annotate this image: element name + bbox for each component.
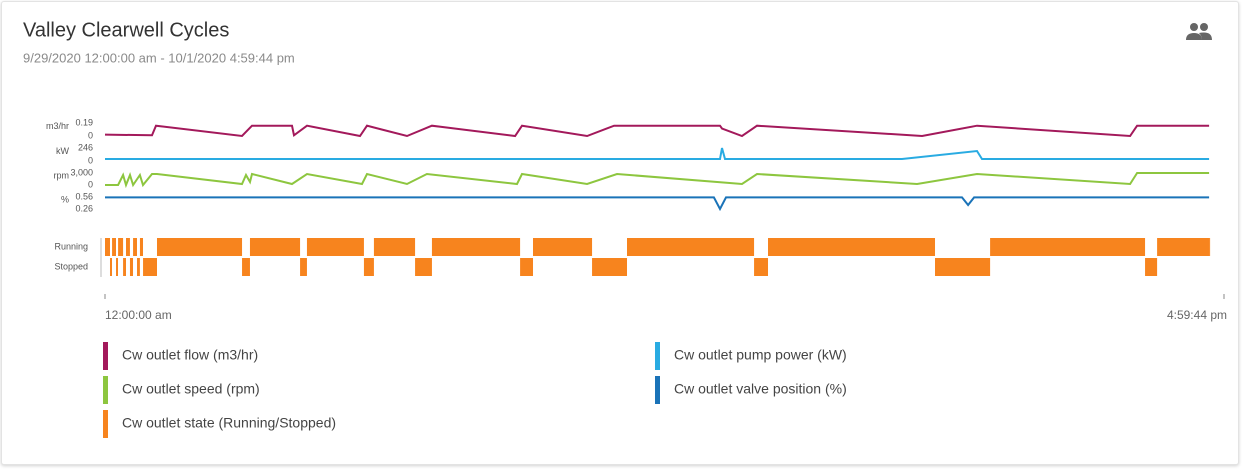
state-edge — [112, 258, 113, 276]
state-bar — [754, 258, 769, 276]
state-edge — [139, 258, 141, 276]
state-bar — [109, 258, 113, 276]
state-bar — [143, 258, 157, 276]
axis-unit: kW — [56, 146, 70, 156]
state-edge — [137, 238, 138, 256]
legend-swatch — [103, 376, 108, 404]
legend-swatch — [103, 342, 108, 370]
series-line — [105, 172, 1210, 189]
legend-label: Cw outlet speed (rpm) — [122, 381, 260, 397]
panel-title: Valley Clearwell Cycles — [23, 19, 229, 41]
legend-label: Cw outlet state (Running/Stopped) — [122, 415, 336, 431]
state-edge — [118, 258, 119, 276]
panel-subtitle: 9/29/2020 12:00:00 am - 10/1/2020 4:59:4… — [23, 50, 295, 65]
state-edge — [126, 258, 127, 276]
state-bar — [768, 238, 936, 256]
x-tick-label: 12:00:00 am — [105, 308, 172, 322]
y-tick-label: 246 — [78, 142, 93, 152]
state-bar — [1145, 258, 1158, 276]
state-bar — [116, 258, 119, 276]
state-edge — [129, 238, 131, 256]
state-bar — [129, 258, 134, 276]
state-bar — [123, 258, 127, 276]
state-bar — [592, 258, 628, 276]
legend-swatch — [655, 376, 660, 404]
y-tick-label: 0 — [88, 130, 93, 140]
users-icon[interactable] — [1186, 23, 1212, 40]
state-bar — [533, 238, 593, 256]
state-bar — [431, 238, 521, 256]
y-tick-label: 0.19 — [75, 117, 93, 127]
axis-unit: % — [61, 194, 69, 204]
state-bar — [112, 238, 117, 256]
legend-label: Cw outlet flow (m3/hr) — [122, 347, 258, 363]
state-bar — [126, 238, 130, 256]
state-bar — [990, 238, 1146, 256]
state-bar — [133, 238, 138, 256]
state-bar — [156, 238, 243, 256]
legend-swatch — [655, 342, 660, 370]
state-edge — [143, 238, 144, 256]
state-bar — [415, 258, 432, 276]
state-bar — [935, 258, 991, 276]
y-tick-label: Stopped — [54, 261, 88, 271]
x-tick-label: 4:59:44 pm — [1167, 308, 1227, 322]
axis-unit: rpm — [54, 170, 70, 180]
series-line — [105, 147, 1210, 160]
state-bar — [242, 258, 250, 276]
y-tick-label: 0 — [88, 155, 93, 165]
state-bar — [306, 238, 364, 256]
state-edge — [133, 258, 134, 276]
state-bar — [137, 258, 140, 276]
state-edge — [116, 238, 117, 256]
state-bar — [300, 258, 307, 276]
state-bar — [373, 238, 416, 256]
y-tick-label: 0.26 — [75, 203, 93, 213]
legend-swatch — [103, 410, 108, 438]
state-bar — [139, 238, 144, 256]
state-bar — [1157, 238, 1210, 256]
axis-unit: m3/hr — [46, 121, 69, 131]
series-line — [104, 124, 1210, 138]
legend-label: Cw outlet pump power (kW) — [674, 347, 847, 363]
y-tick-label: 3,000 — [70, 167, 93, 177]
y-tick-label: 0.56 — [75, 191, 93, 201]
state-bar — [363, 258, 374, 276]
state-bar — [1209, 238, 1211, 256]
state-bar — [627, 238, 755, 256]
y-tick-label: Running — [54, 241, 88, 251]
state-bar — [118, 238, 124, 256]
state-bar — [520, 258, 534, 276]
state-bar — [105, 238, 110, 256]
state-bar — [249, 238, 301, 256]
legend-label: Cw outlet valve position (%) — [674, 381, 847, 397]
y-tick-label: 0 — [88, 179, 93, 189]
series-line — [105, 196, 1210, 212]
